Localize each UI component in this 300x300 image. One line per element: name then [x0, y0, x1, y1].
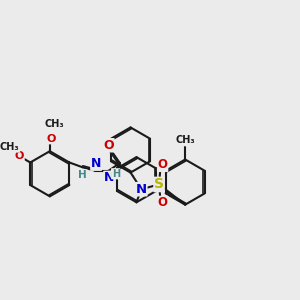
Text: H: H — [112, 169, 120, 179]
Text: O: O — [46, 134, 56, 144]
Text: CH₃: CH₃ — [176, 136, 195, 146]
Text: N: N — [136, 183, 147, 196]
Text: H: H — [78, 170, 87, 180]
Text: CH₃: CH₃ — [44, 119, 64, 129]
Text: O: O — [15, 151, 24, 161]
Text: O: O — [158, 158, 168, 171]
Text: O: O — [103, 139, 114, 152]
Text: N: N — [104, 171, 114, 184]
Text: O: O — [158, 196, 168, 209]
Text: CH₃: CH₃ — [0, 142, 20, 152]
Text: N: N — [91, 157, 101, 170]
Text: S: S — [154, 178, 164, 191]
